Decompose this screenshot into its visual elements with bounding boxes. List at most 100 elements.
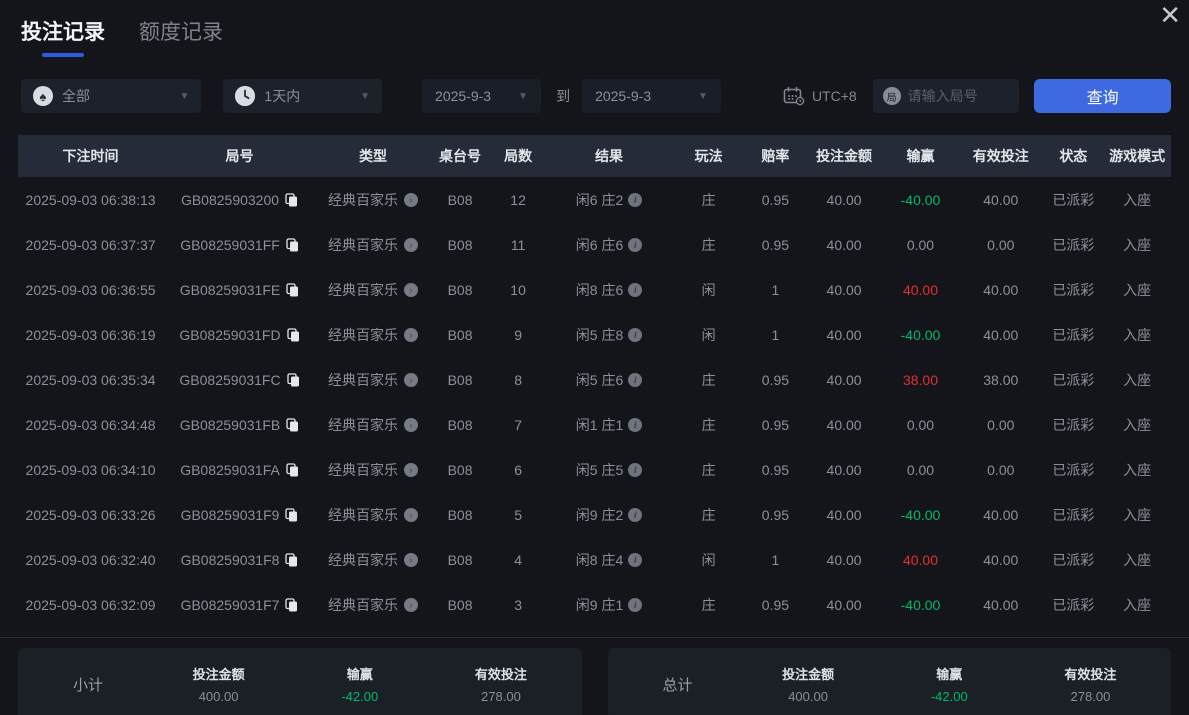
cell-game-mode: 入座	[1123, 506, 1152, 523]
cell-status: 已派彩	[1052, 596, 1095, 613]
total-bet-amount-value: 400.00	[788, 689, 828, 704]
col-header-result: 结果	[595, 148, 624, 164]
total-valid-bet-value: 278.00	[1070, 689, 1111, 704]
cell-result: 闲1 庄1 i	[546, 415, 672, 435]
date-to-select[interactable]: 2025-9-3 ▼	[582, 79, 721, 113]
info-icon[interactable]: i	[628, 462, 643, 477]
total-win-loss-label: 输赢	[936, 667, 963, 682]
cell-odds: 0.95	[761, 416, 790, 433]
cell-bet-amount: 40.00	[826, 461, 862, 478]
col-header-bet-time: 下注时间	[62, 148, 119, 164]
cell-round-no: 4	[514, 551, 522, 568]
cell-play: 庄	[701, 236, 716, 253]
round-id-text: GB0825903200	[180, 191, 280, 208]
copy-icon[interactable]	[286, 327, 300, 342]
query-button[interactable]: 查询	[1034, 79, 1171, 113]
game-type-badge-icon: ›	[403, 237, 418, 252]
cell-odds: 0.95	[761, 236, 790, 253]
table-header: 下注时间 局号 类型 桌台号 局数 结果 玩法 赔率 投注金额 输赢 有效投注 …	[18, 135, 1171, 177]
col-header-game-type: 类型	[358, 148, 387, 164]
cell-play: 闲	[701, 326, 716, 343]
cell-game-mode: 入座	[1123, 371, 1152, 388]
cell-win-loss: -40.00	[900, 191, 941, 208]
info-icon[interactable]: i	[628, 507, 643, 522]
subtotal-bet-amount: 投注金额 400.00	[148, 664, 289, 704]
cell-bet-amount: 40.00	[826, 551, 862, 568]
info-icon[interactable]: i	[628, 417, 643, 432]
cell-game-type: 经典百家乐 ›	[316, 190, 430, 210]
cell-odds: 0.95	[761, 596, 790, 613]
tab-quota-records[interactable]: 额度记录	[139, 16, 223, 46]
close-icon[interactable]: ✕	[1159, 0, 1181, 30]
cell-odds: 1	[771, 551, 780, 568]
total-panel: 总计 投注金额 400.00 输赢 -42.00 有效投注 278.00	[607, 648, 1171, 715]
round-id-text: GB08259031FE	[179, 281, 281, 298]
cell-game-type: 经典百家乐 ›	[316, 370, 430, 390]
info-icon[interactable]: i	[628, 192, 643, 207]
table-row: 2025-09-03 06:36:19 GB08259031FD 经典百家乐 ›…	[18, 312, 1171, 357]
round-id-input[interactable]	[907, 88, 1010, 104]
copy-icon[interactable]	[285, 192, 298, 207]
date-from-select[interactable]: 2025-9-3 ▼	[422, 79, 542, 113]
total-win-loss: 输赢 -42.00	[879, 664, 1020, 704]
tab-bet-records[interactable]: 投注记录	[21, 16, 105, 57]
cell-win-loss: -40.00	[900, 326, 941, 343]
cell-result: 闲9 庄2 i	[546, 505, 672, 525]
cell-status: 已派彩	[1052, 506, 1095, 523]
table-body: 2025-09-03 06:38:13 GB0825903200 经典百家乐 ›…	[18, 177, 1171, 627]
time-range-select[interactable]: 1天内 ▼	[223, 79, 383, 113]
copy-icon[interactable]	[286, 417, 299, 432]
info-icon[interactable]: i	[628, 597, 643, 612]
tab-bar: 投注记录 额度记录	[0, 0, 1189, 57]
cell-table-no: B08	[447, 326, 473, 343]
game-type-badge-icon: ›	[403, 552, 418, 567]
cell-round-id: GB08259031FE	[163, 282, 316, 298]
cell-bet-time: 2025-09-03 06:37:37	[25, 236, 156, 253]
cell-round-no: 10	[510, 281, 526, 298]
total-bet-amount: 投注金额 400.00	[738, 664, 879, 704]
table-row: 2025-09-03 06:37:37 GB08259031FF 经典百家乐 ›…	[18, 222, 1171, 267]
info-icon[interactable]: i	[628, 552, 643, 567]
info-icon[interactable]: i	[628, 327, 643, 342]
cell-bet-amount: 40.00	[826, 371, 862, 388]
game-type-text: 经典百家乐	[327, 371, 398, 388]
cell-win-loss: 38.00	[902, 371, 938, 388]
round-id-input-wrap[interactable]: 局	[872, 79, 1020, 113]
date-from-value: 2025-9-3	[435, 88, 492, 104]
result-text: 闲5 庄8	[575, 326, 624, 343]
copy-icon[interactable]	[286, 372, 300, 387]
info-icon[interactable]: i	[628, 237, 643, 252]
cell-round-no: 3	[514, 596, 522, 613]
game-type-badge-icon: ›	[403, 597, 418, 612]
cell-game-type: 经典百家乐 ›	[316, 595, 430, 615]
game-type-badge-icon: ›	[403, 327, 418, 342]
cell-table-no: B08	[447, 236, 473, 253]
info-icon[interactable]: i	[628, 282, 643, 297]
cell-game-type: 经典百家乐 ›	[316, 460, 430, 480]
cell-status: 已派彩	[1052, 551, 1095, 568]
cell-round-no: 8	[514, 371, 522, 388]
game-type-text: 经典百家乐	[327, 551, 398, 568]
chevron-down-icon: ▼	[179, 90, 190, 102]
cell-game-type: 经典百家乐 ›	[316, 505, 430, 525]
cell-win-loss: 0.00	[906, 236, 935, 253]
cell-status: 已派彩	[1052, 371, 1095, 388]
copy-icon[interactable]	[285, 552, 298, 567]
game-type-select[interactable]: ♠ 全部 ▼	[21, 79, 202, 113]
info-icon[interactable]: i	[628, 372, 643, 387]
copy-icon[interactable]	[285, 597, 298, 612]
cell-round-id: GB0825903200	[163, 192, 316, 208]
date-to-value: 2025-9-3	[595, 88, 652, 104]
table-row: 2025-09-03 06:33:26 GB08259031F9 经典百家乐 ›…	[18, 492, 1171, 537]
cell-win-loss: 0.00	[906, 461, 935, 478]
cell-play: 闲	[701, 551, 716, 568]
copy-icon[interactable]	[286, 237, 299, 252]
game-type-text: 经典百家乐	[327, 596, 398, 613]
copy-icon[interactable]	[286, 282, 299, 297]
copy-icon[interactable]	[285, 507, 298, 522]
cell-table-no: B08	[447, 596, 473, 613]
copy-icon[interactable]	[286, 462, 299, 477]
result-text: 闲9 庄2	[575, 506, 624, 523]
cell-play: 庄	[701, 461, 716, 478]
